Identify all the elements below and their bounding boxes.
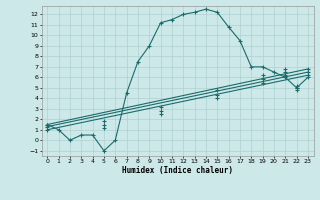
X-axis label: Humidex (Indice chaleur): Humidex (Indice chaleur) — [122, 166, 233, 175]
